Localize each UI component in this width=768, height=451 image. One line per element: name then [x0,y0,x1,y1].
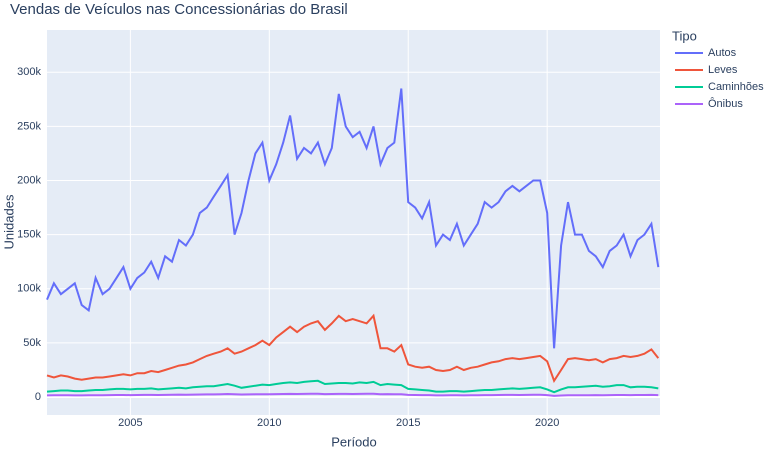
legend-label: Ônibus [708,97,743,110]
legend-label: Autos [708,47,737,59]
series-line [46,379,659,394]
y-tick-label: 50k [23,337,41,349]
legend-label: Leves [708,64,738,76]
y-axis-title: Unidades [1,194,16,249]
x-tick-label: 2010 [257,417,281,429]
y-tick-label: 250k [17,120,41,132]
x-axis-title: Período [331,434,377,449]
plot-background [47,30,660,415]
x-tick-label: 2015 [396,417,420,429]
y-tick-label: 100k [17,283,41,295]
series-line [46,88,660,349]
legend-label: Caminhões [708,81,764,93]
y-tick-label: 300k [17,66,41,78]
y-tick-label: 200k [17,174,41,186]
legend-title: Tipo [672,28,697,43]
chart-title: Vendas de Veículos nas Concessionárias d… [10,1,348,18]
x-tick-label: 2020 [535,417,559,429]
y-tick-label: 150k [17,229,41,241]
x-tick-label: 2005 [118,417,142,429]
y-tick-label: 0 [35,391,41,403]
series-line [46,313,660,384]
series-line [46,392,659,397]
